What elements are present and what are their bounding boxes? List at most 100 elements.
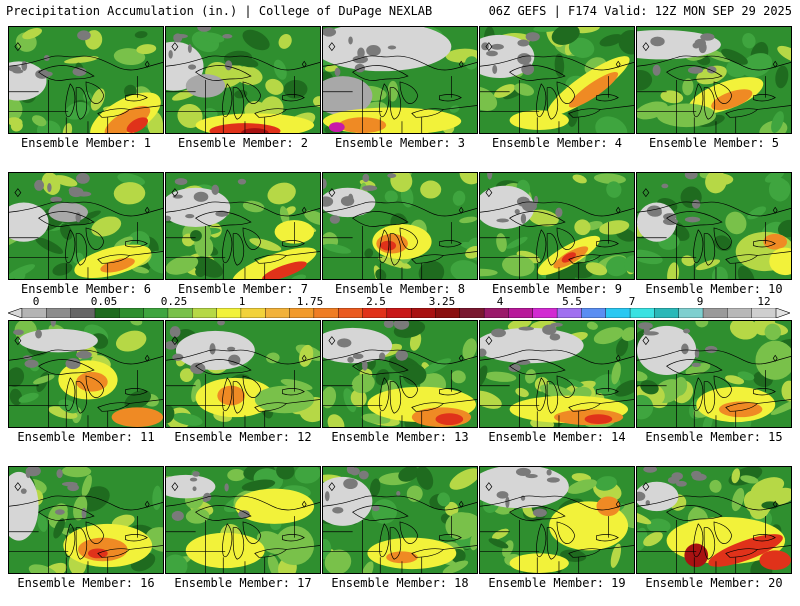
precip-contour bbox=[332, 506, 344, 514]
precip-contour bbox=[696, 65, 727, 85]
colorbar-swatch bbox=[727, 308, 753, 318]
boundary-line bbox=[546, 233, 559, 266]
precip-contour bbox=[190, 230, 202, 242]
precip-contour bbox=[451, 370, 466, 384]
boundary-line bbox=[637, 55, 791, 71]
precip-contour bbox=[387, 173, 397, 178]
boundary-line bbox=[166, 201, 320, 217]
station-marker bbox=[485, 188, 493, 198]
ensemble-label-9: Ensemble Member: 9 bbox=[491, 282, 623, 296]
precip-contour bbox=[514, 209, 520, 215]
precip-contour bbox=[380, 240, 397, 251]
precip-contour bbox=[370, 478, 381, 497]
precip-map-16 bbox=[8, 466, 164, 574]
boundary-line bbox=[194, 359, 252, 375]
precip-contour bbox=[516, 250, 541, 264]
precip-map-6 bbox=[8, 172, 164, 280]
precip-contour bbox=[656, 103, 716, 128]
precip-contour bbox=[266, 352, 280, 364]
precip-contour bbox=[171, 510, 184, 521]
precip-contour bbox=[265, 78, 284, 95]
colorbar-swatch bbox=[508, 308, 534, 318]
precip-contour bbox=[241, 479, 276, 492]
boundary-line bbox=[351, 505, 409, 521]
boundary-line bbox=[665, 505, 723, 521]
precip-contour bbox=[217, 385, 245, 406]
colorbar-swatch bbox=[289, 308, 315, 318]
precip-field bbox=[9, 27, 163, 133]
station-marker bbox=[301, 354, 307, 362]
precip-contour bbox=[480, 390, 502, 409]
precip-contour bbox=[378, 256, 412, 269]
boundary-line bbox=[242, 81, 262, 104]
boundary-line bbox=[232, 527, 245, 560]
boundary-line bbox=[9, 55, 163, 71]
boundary-line bbox=[480, 495, 634, 511]
ensemble-label-6: Ensemble Member: 6 bbox=[20, 282, 152, 296]
station-marker bbox=[171, 188, 179, 198]
precip-contour bbox=[550, 322, 563, 327]
precip-contour bbox=[637, 370, 648, 382]
precip-contour bbox=[691, 470, 702, 479]
precip-contour bbox=[747, 206, 767, 220]
station-marker bbox=[328, 188, 336, 198]
precip-map-8 bbox=[322, 172, 478, 280]
precip-contour bbox=[660, 90, 684, 104]
station-marker bbox=[458, 500, 464, 508]
ensemble-panel-14: Ensemble Member: 14 bbox=[479, 320, 635, 460]
map-boundaries bbox=[637, 201, 791, 279]
precip-contour bbox=[763, 233, 788, 250]
precip-contour bbox=[126, 117, 149, 133]
precip-contour bbox=[684, 543, 709, 568]
boundary-line bbox=[65, 377, 76, 412]
precip-contour bbox=[515, 387, 529, 398]
boundary-line bbox=[222, 229, 233, 264]
precip-contour bbox=[694, 348, 700, 359]
precip-map-13 bbox=[322, 320, 478, 428]
precip-contour bbox=[528, 209, 559, 227]
boundary-line bbox=[282, 534, 305, 542]
boundary-line bbox=[242, 521, 262, 544]
precip-contour bbox=[770, 398, 791, 415]
map-boundaries bbox=[637, 495, 791, 573]
precip-contour bbox=[729, 321, 759, 340]
precip-contour bbox=[777, 219, 791, 238]
precip-contour bbox=[532, 508, 547, 518]
precip-contour bbox=[337, 338, 352, 348]
boundary-line bbox=[546, 87, 559, 120]
boundary-line bbox=[389, 233, 402, 266]
precip-contour bbox=[62, 123, 73, 133]
boundary-line bbox=[166, 495, 320, 511]
boundary-line bbox=[379, 377, 390, 412]
precip-contour bbox=[554, 53, 565, 77]
ensemble-label-11: Ensemble Member: 11 bbox=[17, 430, 155, 444]
boundary-line bbox=[286, 545, 320, 550]
precip-contour bbox=[348, 36, 353, 45]
map-boundaries bbox=[480, 201, 634, 279]
precip-contour bbox=[211, 184, 220, 195]
precip-contour bbox=[755, 340, 791, 380]
station-marker bbox=[485, 336, 493, 346]
precip-field bbox=[166, 467, 320, 573]
boundary-line bbox=[439, 240, 462, 248]
station-marker bbox=[458, 60, 464, 68]
map-boundaries bbox=[9, 55, 163, 133]
boundary-line bbox=[9, 495, 163, 511]
ensemble-panel-5: Ensemble Member: 5 bbox=[636, 26, 792, 166]
ensemble-label-2: Ensemble Member: 2 bbox=[177, 136, 309, 150]
precip-contour bbox=[643, 467, 657, 473]
precip-map-20 bbox=[636, 466, 792, 574]
ensemble-panel-7: Ensemble Member: 7 bbox=[165, 172, 321, 312]
precip-contour bbox=[76, 372, 108, 392]
precip-contour bbox=[740, 475, 759, 484]
ensemble-label-5: Ensemble Member: 5 bbox=[648, 136, 780, 150]
boundary-line bbox=[665, 211, 723, 227]
precip-contour bbox=[487, 173, 493, 180]
precip-contour bbox=[117, 173, 145, 186]
boundary-line bbox=[389, 87, 402, 120]
precip-colorbar: 0 0.05 0.25 1 1.75 2.5 3.25 4 5.5 7 9 12 bbox=[8, 296, 790, 320]
boundary-line bbox=[399, 521, 419, 544]
precip-field bbox=[323, 173, 477, 279]
precip-contour bbox=[362, 185, 378, 191]
precip-contour bbox=[81, 507, 87, 519]
